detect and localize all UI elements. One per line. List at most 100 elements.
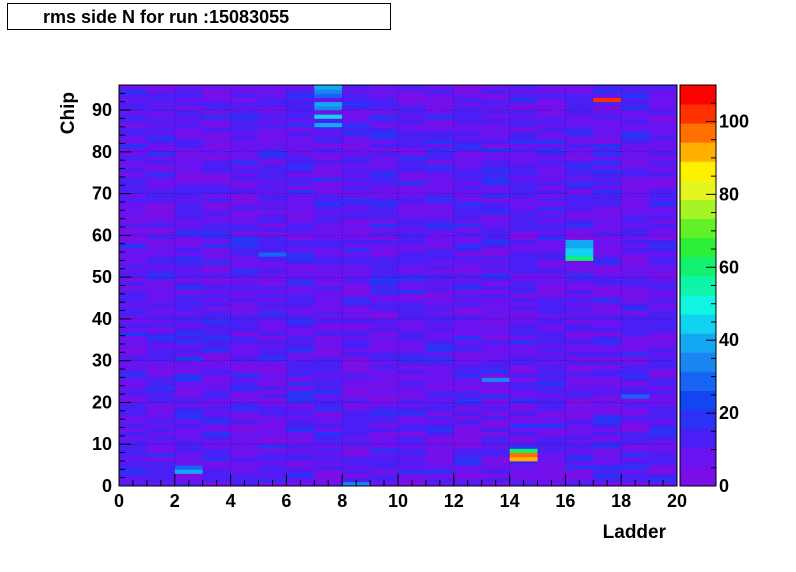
heatmap-cell (537, 431, 566, 437)
heatmap-cell (230, 201, 259, 207)
heatmap-cell (258, 318, 287, 324)
heatmap-cell (286, 214, 315, 220)
heatmap-cell (146, 201, 176, 207)
palette-swatch (680, 314, 716, 334)
heatmap-cell (230, 268, 259, 274)
heatmap-cell (230, 331, 259, 337)
x-tick-label: 2 (170, 491, 180, 511)
heatmap-cell (481, 122, 510, 128)
heatmap-cell (621, 465, 650, 470)
heatmap-cell (174, 189, 204, 195)
heatmap-cell (146, 260, 176, 266)
heatmap-cell (314, 97, 343, 103)
heatmap-cell (565, 156, 594, 161)
heatmap-cell (398, 373, 427, 378)
heatmap-cell (202, 101, 231, 107)
heatmap-cell (146, 318, 176, 324)
heatmap-cell (174, 114, 204, 119)
heatmap-cell (398, 164, 427, 169)
heatmap-cell (230, 293, 259, 299)
heatmap-cell (537, 310, 566, 316)
heatmap-cell (146, 352, 176, 357)
heatmap-cell (509, 293, 538, 299)
heatmap-cell (593, 356, 622, 362)
heatmap-cell (146, 423, 176, 428)
heatmap-cell (398, 168, 427, 174)
heatmap-cell (481, 469, 510, 474)
heatmap-cell (537, 97, 566, 103)
heatmap-cell (174, 473, 204, 479)
heatmap-cell (230, 460, 259, 466)
y-tick-label: 90 (92, 100, 112, 120)
heatmap-cell (119, 147, 148, 153)
heatmap-cell (370, 114, 399, 119)
heatmap-cell (649, 465, 678, 470)
heatmap-cell (202, 85, 231, 90)
heatmap-cell (481, 235, 510, 240)
heatmap-cell (453, 101, 483, 107)
heatmap-cell (146, 93, 176, 98)
heatmap-cell (230, 197, 259, 203)
heatmap-cell (481, 448, 510, 453)
heatmap-cell (286, 185, 315, 190)
heatmap-cell (258, 151, 287, 157)
heatmap-cell (146, 406, 176, 412)
heatmap-cell (621, 452, 650, 458)
heatmap-cell (565, 360, 594, 366)
heatmap-cell (314, 210, 343, 215)
heatmap-cell (230, 452, 259, 458)
heatmap-cell (342, 343, 371, 349)
heatmap-cell (342, 118, 371, 123)
chart-title: rms side N for run :15083055 (43, 7, 290, 27)
heatmap-cell (649, 210, 678, 215)
heatmap-cell (314, 410, 343, 416)
heatmap-cell (286, 181, 315, 186)
heatmap-cell (509, 402, 538, 408)
heatmap-cell (453, 314, 483, 320)
heatmap-cell (565, 143, 594, 149)
heatmap-cell (342, 176, 371, 182)
heatmap-cell (258, 214, 287, 220)
heatmap-cell (649, 419, 678, 424)
heatmap-cell (537, 227, 566, 232)
heatmap-cell (565, 151, 594, 157)
heatmap-cell (119, 181, 148, 186)
heatmap-cell (258, 369, 287, 374)
heatmap-cell (230, 185, 259, 190)
heatmap-cell (398, 352, 427, 357)
heatmap-cell (593, 139, 622, 144)
heatmap-cell (509, 356, 538, 362)
heatmap-cell (537, 410, 566, 416)
heatmap-cell (621, 402, 650, 408)
heatmap-cell (342, 247, 371, 253)
heatmap-cell (453, 423, 483, 428)
heatmap-cell (202, 272, 231, 278)
heatmap-cell (174, 456, 204, 462)
heatmap-cell (230, 105, 259, 111)
heatmap-cell (398, 410, 427, 416)
heatmap-cell (342, 339, 371, 345)
heatmap-cell (453, 331, 483, 337)
heatmap-cell (593, 164, 622, 169)
heatmap-cell (649, 348, 678, 353)
heatmap-cell (286, 389, 315, 395)
heatmap-cell (258, 122, 287, 128)
heatmap-cell (146, 402, 176, 408)
heatmap-cell (565, 197, 594, 203)
heatmap-cell (481, 185, 510, 190)
heatmap-cell (314, 176, 343, 182)
heatmap-cell (230, 114, 259, 119)
heatmap-cell (649, 448, 678, 453)
heatmap-cell (370, 268, 399, 274)
heatmap-cell (202, 264, 231, 270)
heatmap-cell (398, 402, 427, 408)
heatmap-cell (593, 448, 622, 453)
heatmap-cell (593, 222, 622, 228)
heatmap-cell (453, 243, 483, 249)
heatmap-cell (342, 197, 371, 203)
heatmap-cell (286, 197, 315, 203)
heatmap-cell (481, 181, 510, 186)
heatmap-cell (230, 360, 259, 366)
heatmap-cell (370, 164, 399, 169)
heatmap-cell (202, 460, 231, 466)
